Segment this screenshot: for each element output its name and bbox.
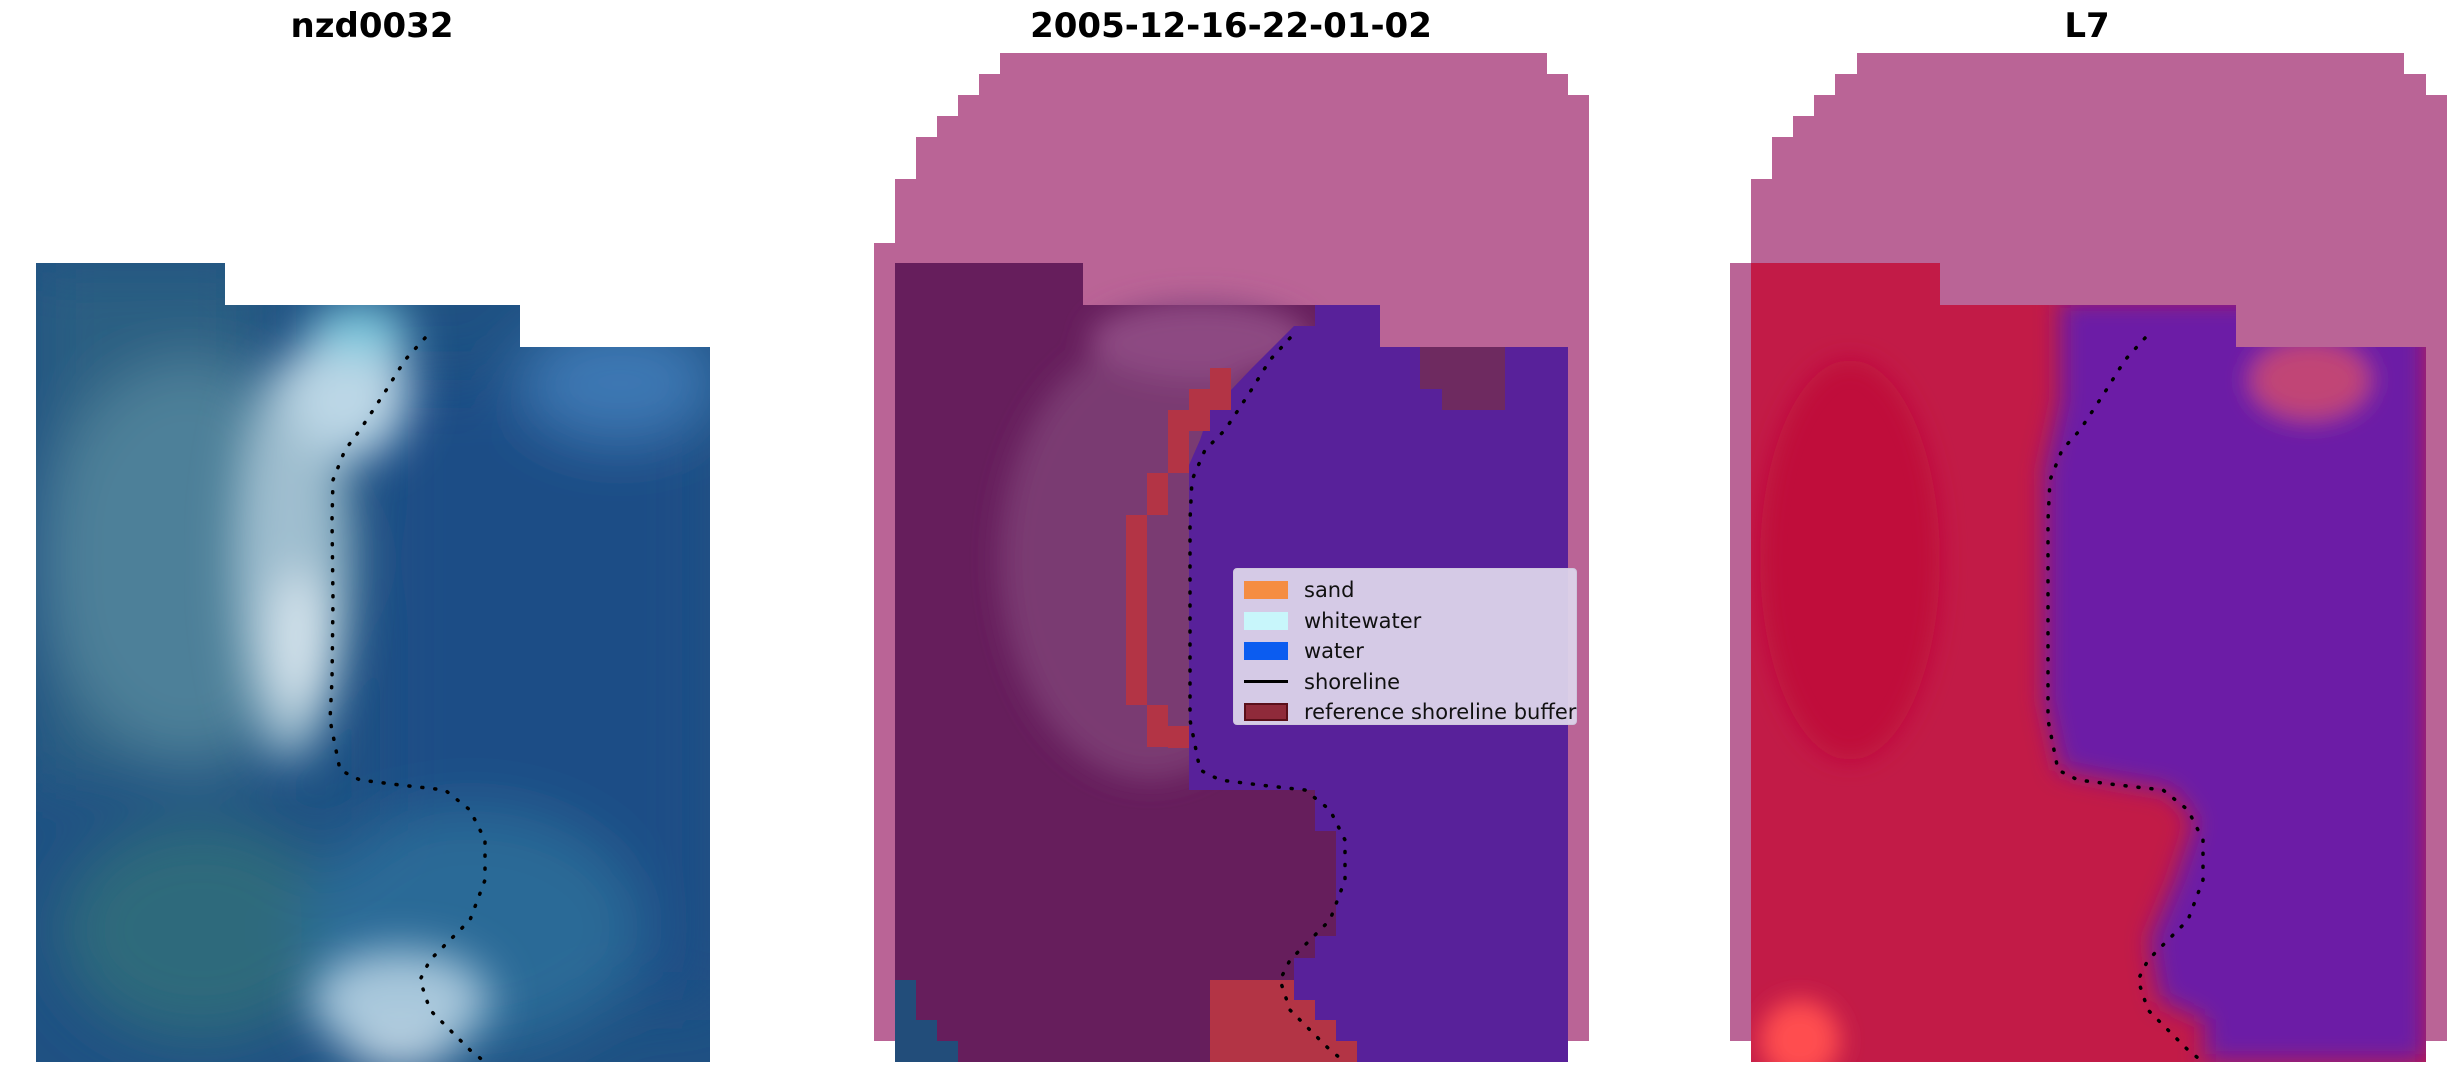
legend-item-shoreline: shoreline	[1244, 667, 1566, 698]
panel-title-classification: 2005-12-16-22-01-02	[1030, 6, 1432, 46]
legend-item-reference-buffer: reference shoreline buffer	[1244, 697, 1576, 728]
reference-shoreline-buffer	[1126, 368, 1231, 748]
legend-swatch-reference-buffer	[1244, 703, 1288, 722]
legend-item-water: water	[1244, 636, 1566, 667]
legend-swatch-whitewater	[1244, 611, 1288, 630]
legend-item-sand: sand	[1244, 575, 1566, 606]
legend-label: whitewater	[1304, 608, 1422, 633]
legend-item-whitewater: whitewater	[1244, 606, 1566, 637]
legend-label: shoreline	[1304, 669, 1401, 694]
panel-title-index: L7	[2064, 6, 2110, 46]
legend-label: reference shoreline buffer	[1304, 700, 1577, 725]
legend-label: sand	[1304, 578, 1355, 603]
shoreline-line-panel1	[328, 336, 487, 1064]
legend-label: water	[1304, 639, 1364, 664]
legend-swatch-sand	[1244, 581, 1288, 600]
legend-swatch-water	[1244, 642, 1288, 661]
panel-title-image: nzd0032	[290, 6, 454, 46]
legend: sand whitewater water shoreline referenc…	[1233, 568, 1577, 725]
legend-swatch-shoreline	[1244, 680, 1288, 684]
shoreline-line-panel3	[2046, 336, 2205, 1064]
